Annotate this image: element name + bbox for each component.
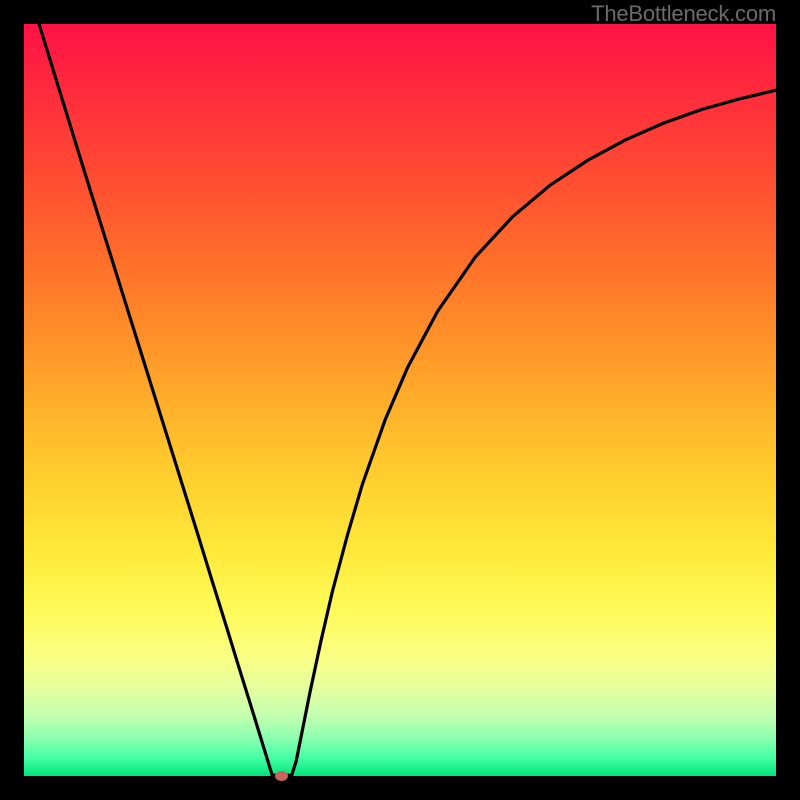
gradient-bg	[24, 24, 776, 776]
watermark-label: TheBottleneck.com	[591, 1, 776, 27]
curve-svg	[24, 24, 776, 776]
minimum-marker	[275, 771, 288, 782]
plot-area	[24, 24, 776, 776]
chart-frame: TheBottleneck.com	[0, 0, 800, 800]
